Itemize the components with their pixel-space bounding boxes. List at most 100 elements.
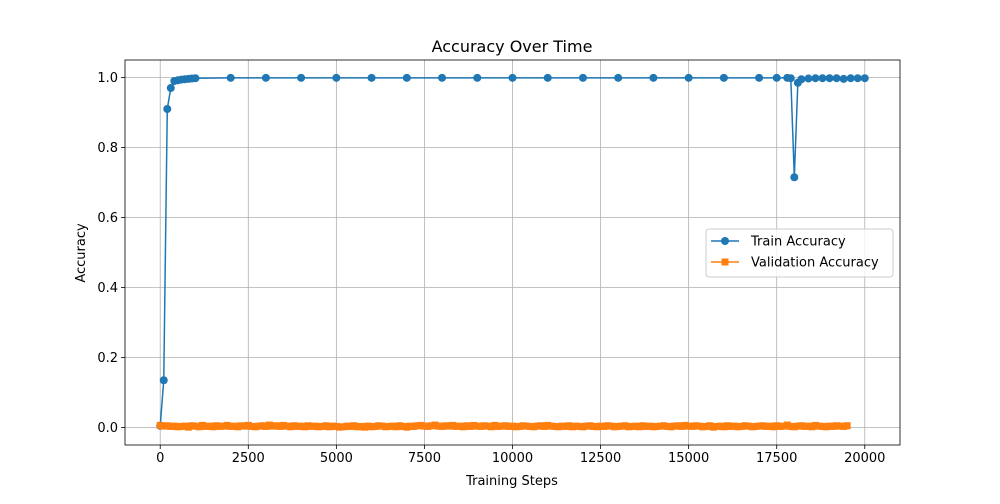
- data-point: [519, 422, 527, 430]
- data-point: [713, 422, 721, 430]
- data-point: [237, 422, 245, 430]
- data-point: [206, 422, 214, 430]
- data-point: [466, 422, 474, 430]
- data-point: [166, 84, 175, 92]
- data-point: [759, 422, 767, 430]
- data-point: [755, 73, 764, 82]
- data-point: [322, 422, 330, 430]
- data-point: [191, 74, 200, 83]
- data-point: [706, 422, 714, 430]
- data-point: [709, 423, 717, 431]
- data-point: [543, 73, 552, 82]
- data-point: [860, 74, 869, 83]
- data-point: [452, 422, 460, 430]
- data-point: [692, 422, 700, 430]
- data-point: [156, 421, 164, 429]
- data-point: [593, 423, 601, 431]
- data-point: [163, 105, 172, 113]
- data-point: [611, 423, 619, 431]
- data-point: [487, 423, 495, 431]
- data-point: [410, 422, 418, 430]
- data-point: [463, 422, 471, 430]
- data-point: [688, 422, 696, 430]
- data-point: [745, 422, 753, 430]
- data-point: [477, 422, 485, 430]
- data-point: [741, 422, 749, 430]
- data-point: [678, 422, 686, 430]
- y-tick-label: 0.4: [97, 281, 118, 296]
- data-point: [163, 422, 171, 430]
- data-point: [671, 422, 679, 430]
- legend-item: Train Accuracy: [711, 235, 846, 250]
- data-point: [811, 74, 820, 83]
- data-point: [350, 422, 358, 430]
- data-point: [227, 422, 235, 430]
- data-point: [832, 74, 841, 83]
- data-point: [720, 423, 728, 431]
- data-point: [177, 422, 185, 430]
- data-point: [769, 423, 777, 431]
- data-point: [558, 422, 566, 430]
- x-tick-label: 2500: [232, 451, 265, 466]
- data-point: [660, 422, 668, 430]
- data-point: [773, 422, 781, 430]
- data-point: [255, 422, 263, 430]
- data-point: [818, 74, 827, 83]
- data-point: [508, 73, 517, 82]
- data-point: [815, 422, 823, 430]
- legend-label: Train Accuracy: [750, 235, 846, 250]
- data-point: [361, 423, 369, 431]
- data-point: [526, 422, 534, 430]
- y-tick-label: 0.6: [97, 211, 118, 226]
- x-tick-label: 7500: [408, 451, 441, 466]
- data-point: [272, 422, 280, 430]
- data-point: [431, 421, 439, 429]
- data-point: [223, 421, 231, 429]
- data-point: [632, 422, 640, 430]
- data-point: [420, 422, 428, 430]
- data-point: [783, 421, 791, 429]
- data-point: [213, 422, 221, 430]
- data-point: [578, 73, 587, 82]
- data-point: [261, 73, 270, 82]
- data-point: [167, 422, 175, 430]
- data-point: [702, 422, 710, 430]
- data-point: [287, 423, 295, 431]
- data-point: [822, 423, 830, 431]
- data-point: [498, 422, 506, 430]
- data-point: [797, 422, 805, 430]
- data-point: [780, 422, 788, 430]
- data-point: [540, 422, 548, 430]
- data-point: [684, 73, 693, 82]
- data-point: [642, 422, 650, 430]
- data-point: [406, 422, 414, 430]
- data-point: [234, 423, 242, 431]
- data-point: [547, 422, 555, 430]
- data-point: [241, 422, 249, 430]
- data-point: [509, 422, 516, 430]
- data-point: [537, 422, 545, 430]
- data-point: [787, 422, 795, 430]
- data-point: [269, 422, 277, 430]
- data-point: [276, 422, 284, 430]
- data-point: [184, 423, 192, 431]
- data-point: [325, 423, 333, 431]
- x-tick-label: 15000: [668, 451, 709, 466]
- data-point: [639, 422, 647, 430]
- data-point: [734, 423, 742, 431]
- data-point: [343, 422, 351, 430]
- data-point: [614, 73, 623, 82]
- data-point: [424, 422, 432, 430]
- x-tick-label: 17500: [756, 451, 797, 466]
- data-point: [283, 422, 291, 430]
- data-point: [853, 74, 862, 83]
- data-point: [413, 422, 421, 430]
- data-point: [826, 422, 834, 430]
- data-point: [456, 422, 464, 430]
- data-point: [301, 423, 309, 431]
- data-point: [311, 422, 319, 430]
- data-point: [470, 421, 478, 429]
- data-point: [607, 422, 615, 430]
- data-point: [730, 422, 738, 430]
- data-point: [790, 423, 798, 431]
